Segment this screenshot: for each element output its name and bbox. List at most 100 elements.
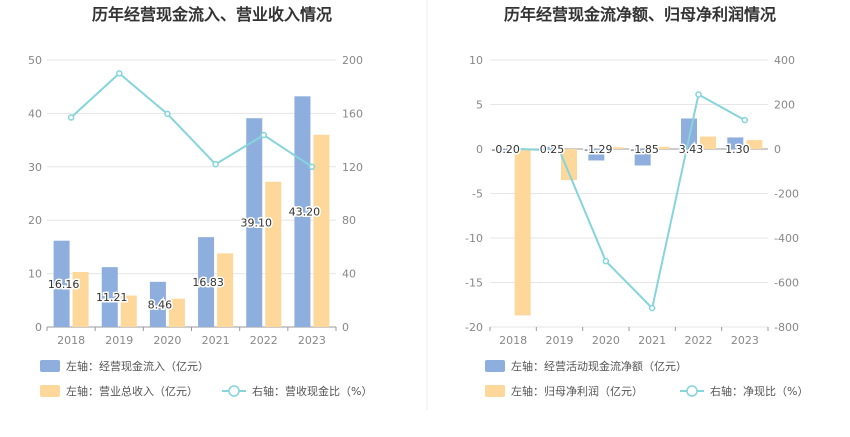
ratio-point [116,70,123,77]
right-tick-label: 200 [774,99,795,112]
bar-secondary [120,295,137,327]
x-tick-label: 2023 [731,334,759,347]
ratio-point [67,114,75,121]
data-label: 3.43 [679,143,704,156]
ratio-point [648,304,656,312]
x-tick-label: 2018 [57,334,85,347]
bar-secondary [746,140,763,149]
data-label: -0.20 [491,143,519,156]
bar-secondary [653,146,670,149]
bar-primary [246,118,263,328]
ratio-point [741,116,749,124]
left-tick-label: 5 [476,99,483,112]
left-tick-label: 10 [469,54,483,67]
legend-label: 右轴：净现比（%） [710,384,808,398]
right-tick-label: 0 [342,321,349,334]
right-tick-label: 200 [342,54,363,67]
x-tick-label: 2020 [153,334,181,347]
right-tick-label: -400 [774,232,799,245]
x-tick-label: 2022 [685,334,713,347]
bar-primary [101,267,118,327]
right-tick-label: -800 [774,321,799,334]
ratio-line [513,92,746,311]
chart-2: 历年经营现金流净额、归母净利润情况 -20 -15 -10 -5 0 5 10 -800 -600… [465,5,808,398]
bar-secondary [217,253,234,327]
data-label: 43.20 [289,206,321,219]
bar-primary [727,137,744,149]
right-tick-label: 160 [342,107,363,120]
legend-label: 左轴：经营现金流入（亿元） [66,359,209,373]
legend-swatch [40,385,60,397]
bar-primary [294,96,311,327]
left-tick-label: -20 [465,321,483,334]
legend-label: 左轴：经营活动现金流净额（亿元） [511,359,687,373]
bar-secondary [168,298,185,327]
right-tick-label: -600 [774,277,799,290]
x-tick-label: 2023 [298,334,326,347]
right-tick-label: -200 [774,188,799,201]
right-tick-label: 0 [774,143,781,156]
ratio-point [308,163,316,171]
legend-label: 右轴：营收现金比（%） [252,384,372,398]
x-tick-label: 2020 [592,334,620,347]
x-tick-label: 2021 [202,334,230,347]
right-tick-label: 80 [342,214,356,227]
ratio-line [70,72,313,168]
left-tick-label: 20 [28,214,42,227]
left-tick-label: 40 [28,107,42,120]
left-tick-label: 0 [476,143,483,156]
ratio-point [695,91,702,98]
x-tick-label: 2019 [546,334,574,347]
bar-secondary [72,271,89,327]
legend-label: 左轴：营业总收入（亿元） [66,384,198,398]
ratio-point [556,147,563,154]
chart-title: 历年经营现金流净额、归母净利润情况 [504,5,776,24]
left-tick-label: -15 [465,277,483,290]
bar-primary [149,281,166,327]
legend-marker [686,385,698,397]
bar-primary [53,240,70,327]
left-tick-label: 10 [28,268,42,281]
legend-swatch [40,360,60,372]
legend-swatch [485,360,505,372]
bar-secondary [265,181,282,327]
left-tick-label: 50 [28,54,42,67]
left-tick-label: 30 [28,161,42,174]
data-label: 8.46 [148,298,173,311]
legend-marker [228,385,240,397]
x-tick-label: 2022 [250,334,278,347]
chart-1: 历年经营现金流入、营业收入情况 0 10 20 30 40 50 0 40 80 120 160 200… [28,5,372,398]
x-tick-label: 2018 [499,334,527,347]
bar-primary [495,149,512,151]
bar-primary [542,146,558,149]
bar-primary [634,149,651,166]
left-tick-label: 0 [35,321,42,334]
left-tick-label: -10 [465,232,483,245]
ratio-point [509,145,517,153]
right-tick-label: 120 [342,161,363,174]
bar-primary [198,237,215,327]
data-label: 16.83 [192,276,224,289]
bar-secondary [607,147,624,149]
bar-secondary [313,134,330,327]
left-tick-label: -5 [472,188,483,201]
x-tick-label: 2019 [105,334,133,347]
legend-swatch [485,385,505,397]
ratio-point [260,131,267,139]
ratio-point [212,161,219,168]
right-tick-label: 400 [774,54,795,67]
legend-label: 左轴：归母净利润（亿元） [511,384,643,398]
data-label: -1.29 [584,143,612,156]
chart-title: 历年经营现金流入、营业收入情况 [92,5,332,24]
data-label: 39.10 [241,217,273,230]
bar-secondary [700,136,716,149]
bar-secondary [561,149,577,181]
data-label: 11.21 [96,291,128,304]
x-tick-label: 2021 [638,334,666,347]
ratio-point [602,257,610,265]
ratio-point [164,110,171,118]
right-tick-label: 40 [342,268,356,281]
bar-primary [588,149,605,161]
